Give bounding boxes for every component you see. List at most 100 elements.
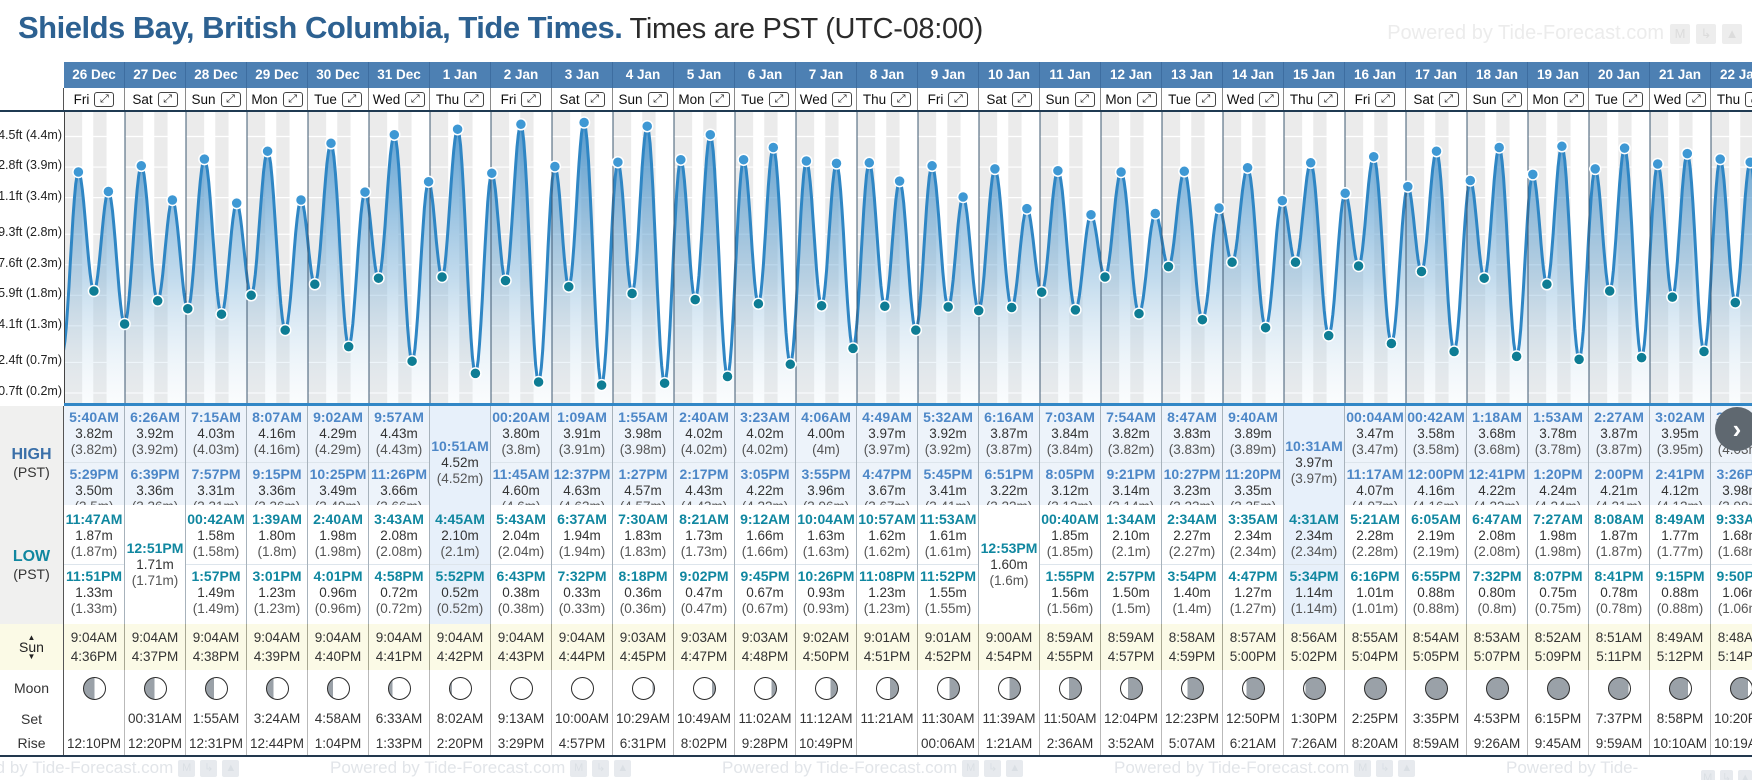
weekday-cell: Sun ⤢ [1040,88,1101,110]
low-tide-entry: 5:34PM 1.14m (1.14m) [1284,564,1344,621]
expand-day-icon[interactable]: ⤢ [464,91,485,107]
tide-height: 2.08m [380,528,418,543]
low-tide-entry: 11:53AM 1.61m (1.61m) [918,508,978,564]
tide-height-paren: (4m) [812,442,840,457]
tide-time: 1:27PM [618,466,668,482]
date-header-cell: 22 Jan [1711,62,1752,88]
expand-day-icon[interactable]: ⤢ [1195,91,1216,107]
expand-day-icon[interactable]: ⤢ [521,91,542,107]
tide-height: 3.12m [1051,483,1089,498]
expand-day-icon[interactable]: ⤢ [282,91,303,107]
tide-height: 4.43m [685,483,723,498]
high-tide-entry: 9:57AM 4.43m (4.43m) [369,406,429,462]
tide-height-paren: (2.27m) [1168,544,1216,559]
tide-height-paren: (4.29m) [314,442,362,457]
moonrise-cell: 9:28PM [735,731,796,755]
tide-time: 6:51PM [984,466,1034,482]
expand-day-icon[interactable]: ⤢ [1259,91,1280,107]
tide-time: 3:01PM [252,568,302,584]
sunset-time: 4:57PM [1107,649,1155,664]
tide-height: 2.08m [1478,528,1516,543]
weekday-cell: Thu⤢ [430,88,491,110]
sunrise-time: 9:01AM [924,630,972,645]
tide-time: 5:21AM [1350,511,1400,527]
weekday-label: Sat [132,91,153,107]
sun-sort-down-icon[interactable]: ▼ [27,651,36,661]
expand-day-icon[interactable]: ⤢ [94,91,115,107]
expand-day-icon[interactable]: ⤢ [1501,91,1522,107]
tide-height: 0.96m [319,585,357,600]
expand-day-icon[interactable]: ⤢ [157,91,178,107]
low-tide-cell: 12:53PM 1.60m (1.6m) [979,505,1040,624]
low-tide-entry: 2:34AM 2.27m (2.27m) [1162,508,1222,564]
expand-day-icon[interactable]: ⤢ [1745,91,1752,107]
expand-day-icon[interactable]: ⤢ [709,91,730,107]
sun-sort-up-icon[interactable]: ▲ [27,632,36,642]
expand-day-icon[interactable]: ⤢ [584,91,605,107]
expand-day-icon[interactable]: ⤢ [1074,91,1095,107]
high-tide-entry: 8:47AM 3.83m (3.83m) [1162,406,1222,462]
expand-day-icon[interactable]: ⤢ [1622,91,1643,107]
tide-height: 3.47m [1356,426,1394,441]
sunrise-time: 9:01AM [863,630,911,645]
expand-day-icon[interactable]: ⤢ [768,91,789,107]
moon-phase-cell [1101,670,1162,706]
tide-time: 7:27AM [1533,511,1583,527]
tide-height: 2.10m [441,528,479,543]
expand-day-icon[interactable]: ⤢ [1136,91,1157,107]
tide-time: 11:47AM [65,511,123,527]
expand-day-icon[interactable]: ⤢ [832,91,853,107]
weekday-cell: Mon ⤢ [1101,88,1162,110]
moonrise-cell: 12:10PM [64,731,125,755]
expand-day-icon[interactable]: ⤢ [891,91,912,107]
high-tide-entry: 1:18AM 3.68m (3.68m) [1467,406,1527,462]
weekday-cell: Thu⤢ [857,88,918,110]
tide-height-paren: (1.23m) [863,601,911,616]
moonrise-cell: 9:26AM [1467,731,1528,755]
tide-height-paren: (0.93m) [802,601,850,616]
expand-day-icon[interactable]: ⤢ [405,91,426,107]
weekday-label: Wed [799,91,828,107]
tide-time: 10:25PM [309,466,367,482]
low-pst-label: (PST) [13,565,50,582]
expand-day-icon[interactable]: ⤢ [341,91,362,107]
low-tide-cell: 10:57AM 1.62m (1.62m) 11:08PM 1.23m (1.23m) [857,505,918,624]
high-tide-entry: 1:09AM 3.91m (3.91m) [552,406,612,462]
sunset-time: 4:40PM [314,649,362,664]
high-tide-entry: 3:23AM 4.02m (4.02m) [735,406,795,462]
tide-height: 0.72m [380,585,418,600]
tide-time: 11:52PM [919,568,977,584]
expand-day-icon[interactable]: ⤢ [1563,91,1584,107]
high-tide-entry: 7:15AM 4.03m (4.03m) [186,406,246,462]
next-page-button[interactable]: › [1715,407,1752,451]
watermark-text: Powered by Tide-Forecast.com [722,758,958,777]
weekday-cell: Sat ⤢ [552,88,613,110]
weekday-cell: Tue ⤢ [1162,88,1223,110]
moon-phase-icon [997,676,1021,700]
tide-height: 4.22m [1478,483,1516,498]
tide-height: 1.01m [1356,585,1394,600]
weekday-label: Sun [1472,91,1497,107]
y-axis-tick-label: 7.6ft (2.3m) [0,255,62,270]
tide-height: 1.14m [1295,585,1333,600]
moonset-cell: 11:39AM [979,706,1040,731]
expand-day-icon[interactable]: ⤢ [948,91,969,107]
expand-day-icon[interactable]: ⤢ [647,91,668,107]
expand-day-icon[interactable]: ⤢ [1375,91,1396,107]
expand-day-icon[interactable]: ⤢ [1011,91,1032,107]
tide-time: 7:57PM [191,466,241,482]
download-icon: ↳ [200,759,218,777]
sun-row: ▲ Sun ▼ 9:04AM 4:36PM 9:04AM 4:37PM 9:04AM 4:… [0,624,1752,670]
tide-height-paren: (1.71m) [131,572,179,588]
expand-day-icon[interactable]: ⤢ [1686,91,1707,107]
moonrise-row: Rise 12:10PM 12:20PM 12:31PM 12:44PM 1:04PM 1… [0,731,1752,755]
weekday-label: Fri [500,91,517,107]
expand-day-icon[interactable]: ⤢ [220,91,241,107]
watermark-text: Powered by Tide-Forecast.com [1114,758,1350,777]
expand-day-icon[interactable]: ⤢ [1438,91,1459,107]
tide-height: 4.21m [1600,483,1638,498]
expand-day-icon[interactable]: ⤢ [1318,91,1339,107]
